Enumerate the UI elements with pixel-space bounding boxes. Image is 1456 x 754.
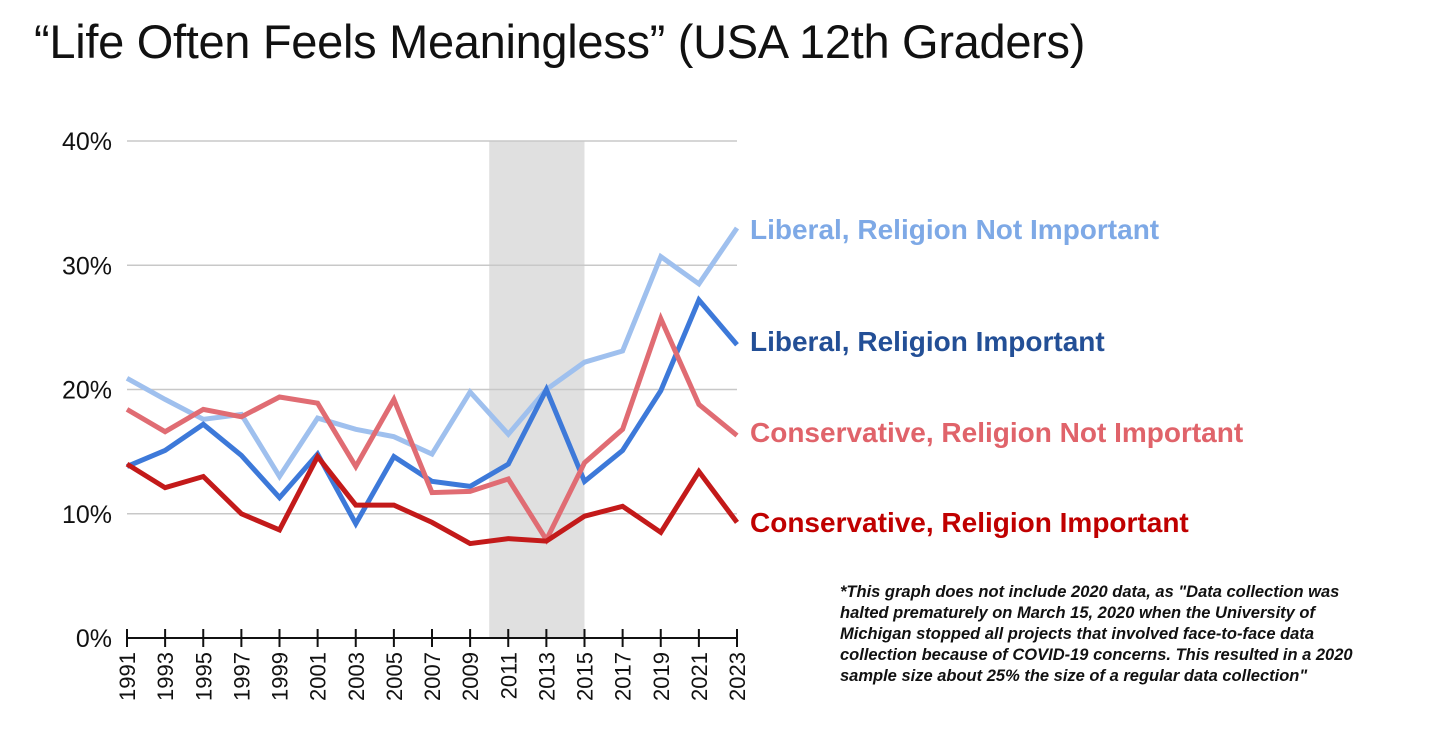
x-tick-label: 2019	[649, 652, 674, 701]
x-tick-label: 2013	[534, 652, 559, 701]
footnote-line: halted prematurely on March 15, 2020 whe…	[840, 604, 1315, 622]
x-tick-label: 2009	[458, 652, 483, 701]
x-tick-label: 2023	[725, 652, 750, 701]
x-tick-label: 1991	[115, 652, 140, 701]
x-tick-label: 2001	[306, 652, 331, 701]
series-line-conservative-not-important	[125, 311, 739, 545]
y-tick-label: 40%	[62, 128, 112, 156]
series-label: Conservative, Religion Not Important	[750, 417, 1243, 448]
x-tick-label: 2003	[344, 652, 369, 701]
footnote-line: sample size about 25% the size of a regu…	[840, 667, 1308, 685]
x-tick-label: 2017	[611, 652, 636, 701]
x-tick-label: 2007	[420, 652, 445, 701]
x-tick-label: 2005	[382, 652, 407, 701]
footnote-line: *This graph does not include 2020 data, …	[840, 583, 1340, 601]
x-tick-label: 2011	[496, 652, 521, 699]
footnote: *This graph does not include 2020 data, …	[840, 582, 1440, 687]
series-label: Liberal, Religion Important	[750, 326, 1105, 357]
y-tick-label: 20%	[62, 377, 112, 405]
x-tick-label: 2015	[573, 652, 598, 701]
y-tick-label: 30%	[62, 252, 112, 280]
y-tick-label: 10%	[62, 501, 112, 529]
footnote-line: collection because of COVID-19 concerns.…	[840, 646, 1353, 664]
footnote-line: Michigan stopped all projects that invol…	[840, 625, 1315, 643]
series-line-liberal-important	[126, 295, 739, 529]
x-tick-label: 1993	[153, 652, 178, 701]
x-tick-label: 1995	[191, 652, 216, 701]
y-tick-label: 0%	[76, 625, 112, 653]
series-label: Liberal, Religion Not Important	[750, 214, 1159, 245]
x-tick-label: 1997	[229, 652, 254, 701]
series-label: Conservative, Religion Important	[750, 507, 1189, 538]
x-tick-label: 2021	[687, 652, 712, 701]
x-tick-label: 1999	[268, 652, 293, 701]
chart-title: “Life Often Feels Meaningless” (USA 12th…	[34, 15, 1086, 68]
series-line-conservative-important	[125, 452, 740, 547]
